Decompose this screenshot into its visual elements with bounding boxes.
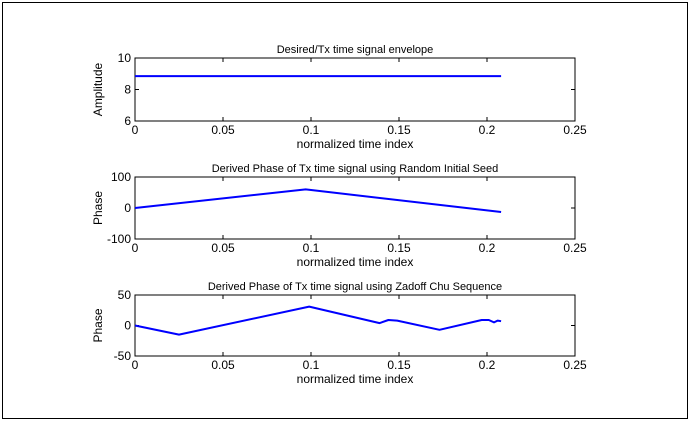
x-tick-label: 0.1 xyxy=(303,123,320,137)
y-tick-label: 0 xyxy=(124,319,131,333)
y-tick-label: 50 xyxy=(118,288,132,302)
series-line-1 xyxy=(134,188,502,213)
axes-box xyxy=(134,294,576,357)
y-axis-label: Phase xyxy=(91,308,105,342)
x-tick-label: 0.15 xyxy=(387,358,411,372)
x-tick-label: 0.15 xyxy=(387,123,411,137)
x-tick-label: 0.25 xyxy=(563,241,587,255)
x-axis-label: normalized time index xyxy=(297,372,414,386)
y-tick-label: 8 xyxy=(124,83,131,97)
x-axis-label: normalized time index xyxy=(297,255,414,269)
x-tick-label: 0 xyxy=(132,358,139,372)
y-tick-label: 100 xyxy=(111,170,131,184)
y-tick-label: 6 xyxy=(124,114,131,128)
series-line-1 xyxy=(134,305,502,336)
y-tick-label: -100 xyxy=(107,232,131,246)
x-tick-label: 0.05 xyxy=(211,123,235,137)
x-axis-label: normalized time index xyxy=(297,137,414,151)
chart-title: Derived Phase of Tx time signal using Ra… xyxy=(212,163,499,175)
y-tick-label: -50 xyxy=(114,349,132,363)
y-axis-label: Phase xyxy=(91,191,105,225)
axes-box xyxy=(134,176,576,240)
chart-title: Derived Phase of Tx time signal using Za… xyxy=(208,281,502,293)
x-tick-label: 0 xyxy=(132,241,139,255)
x-tick-label: 0.1 xyxy=(303,358,320,372)
x-tick-label: 0.1 xyxy=(303,241,320,255)
x-tick-label: 0.05 xyxy=(211,241,235,255)
y-axis-label: Amplitude xyxy=(91,63,105,117)
x-tick-label: 0.2 xyxy=(479,241,496,255)
x-tick-label: 0 xyxy=(132,123,139,137)
x-tick-label: 0.25 xyxy=(563,123,587,137)
x-tick-label: 0.2 xyxy=(479,123,496,137)
chart-title: Desired/Tx time signal envelope xyxy=(277,44,434,56)
x-tick-label: 0.15 xyxy=(387,241,411,255)
subplot-1: 0 0.05 0.1 0.15 0.2 0.25 6 8 10 Desired/Tx time s… xyxy=(91,44,587,151)
x-tick-label: 0.25 xyxy=(563,358,587,372)
x-tick-label: 0.05 xyxy=(211,358,235,372)
y-tick-label: 0 xyxy=(124,201,131,215)
x-tick-label: 0.2 xyxy=(479,358,496,372)
axes-box xyxy=(134,57,576,122)
y-tick-label: 10 xyxy=(118,51,132,65)
